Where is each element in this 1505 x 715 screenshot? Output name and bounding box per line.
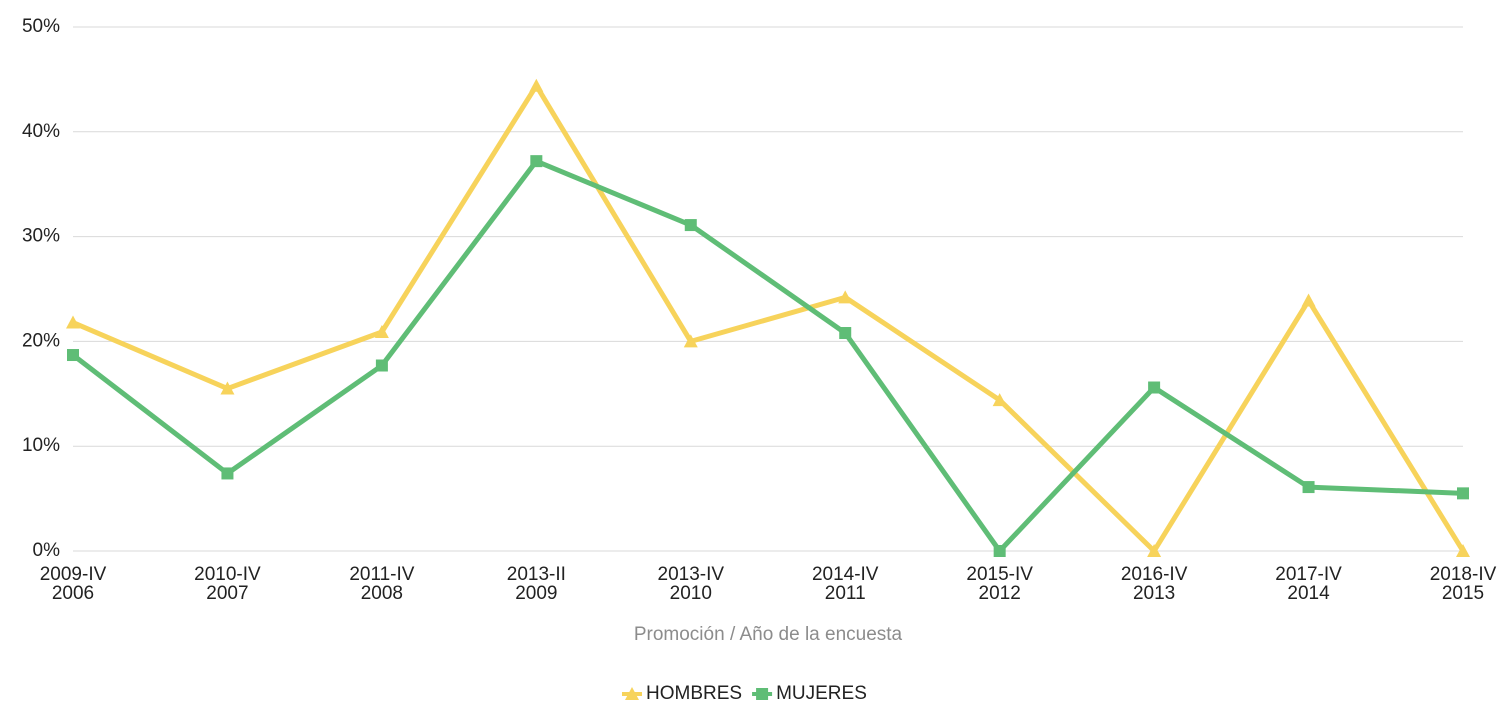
data-point — [1457, 487, 1469, 500]
x-tick-label: 2014 — [1287, 583, 1330, 604]
data-point — [683, 334, 698, 348]
data-point — [529, 78, 544, 92]
data-point — [1456, 544, 1470, 557]
y-tick-label: 10% — [22, 435, 60, 456]
x-tick-label: 2014-IV — [812, 564, 879, 585]
x-tick-label: 2012 — [979, 583, 1021, 604]
x-tick-label: 2017-IV — [1275, 564, 1342, 585]
data-point — [67, 349, 79, 362]
x-tick-label: 2006 — [52, 583, 94, 604]
x-axis-title: Promoción / Año de la encuesta — [634, 624, 903, 645]
y-tick-label: 20% — [22, 330, 60, 351]
data-point — [1301, 293, 1316, 307]
x-tick-label: 2011 — [825, 583, 866, 604]
data-point — [221, 467, 234, 480]
x-tick-label: 2015-IV — [966, 564, 1033, 585]
series-line — [72, 83, 1466, 554]
x-tick-label: 2010 — [670, 583, 712, 604]
x-tick-label: 2013-IV — [658, 564, 725, 585]
data-point — [1147, 544, 1162, 557]
x-tick-label: 2013 — [1133, 583, 1175, 604]
legend-label: MUJERES — [776, 683, 867, 704]
series-line — [71, 158, 1464, 554]
x-tick-label: 2016-IV — [1121, 564, 1188, 585]
data-point — [839, 327, 852, 340]
legend-marker — [756, 688, 769, 700]
data-point — [375, 359, 388, 372]
data-point — [374, 324, 389, 338]
data-point — [1148, 381, 1161, 394]
x-tick-label: 2009 — [515, 583, 557, 604]
data-point — [992, 393, 1007, 407]
legend-marker — [625, 687, 639, 700]
data-point — [993, 545, 1006, 557]
x-tick-label: 2015 — [1442, 583, 1484, 604]
data-point — [66, 315, 80, 329]
legend-label: HOMBRES — [646, 683, 742, 704]
data-point — [838, 290, 853, 304]
x-tick-label: 2009-IV — [40, 564, 107, 585]
x-tick-label: 2008 — [361, 583, 403, 604]
y-tick-label: 50% — [22, 16, 60, 37]
x-tick-label: 2013-II — [507, 564, 566, 585]
data-point — [684, 219, 697, 232]
x-tick-label: 2010-IV — [194, 564, 261, 585]
x-tick-label: 2011-IV — [349, 564, 414, 585]
data-point — [1302, 481, 1315, 494]
data-point — [220, 381, 235, 395]
y-tick-label: 30% — [22, 226, 60, 247]
data-point — [530, 155, 543, 168]
x-tick-label: 2018-IV — [1430, 564, 1497, 585]
x-tick-label: 2007 — [206, 583, 248, 604]
y-tick-label: 40% — [22, 121, 60, 142]
y-tick-label: 0% — [33, 540, 61, 561]
